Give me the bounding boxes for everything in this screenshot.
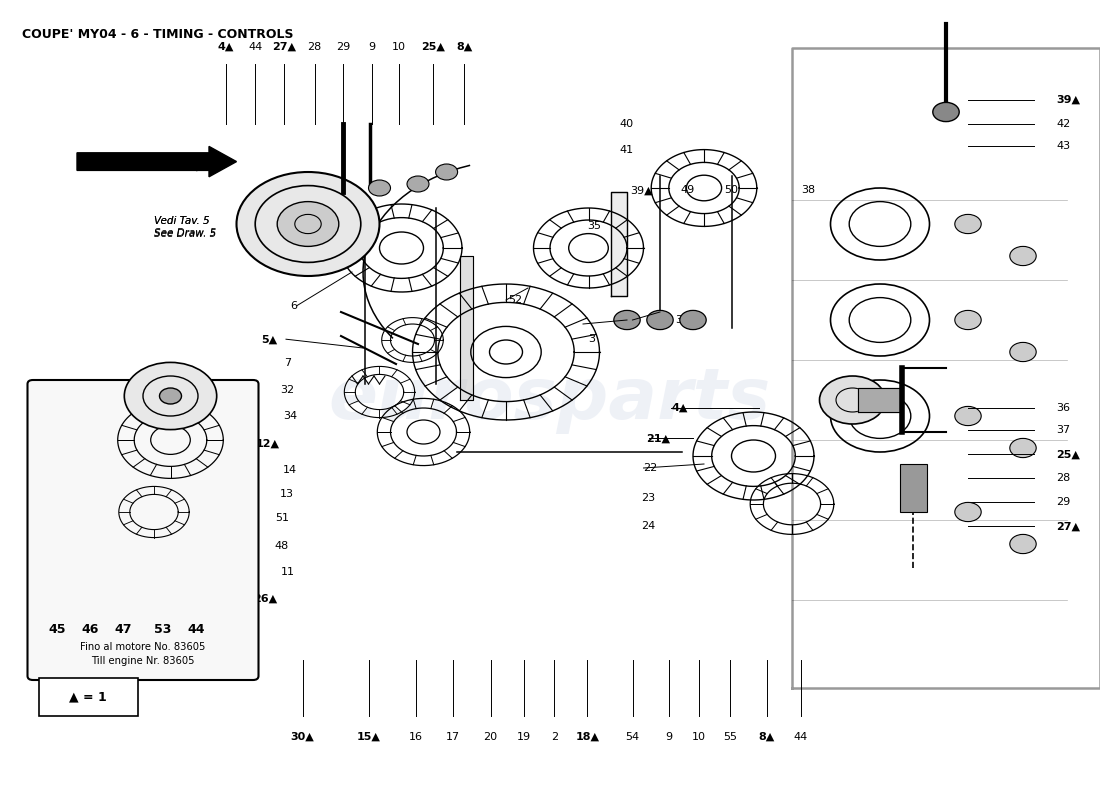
Text: 29: 29 bbox=[1056, 498, 1070, 507]
Text: 12▲: 12▲ bbox=[255, 439, 279, 449]
Text: 51: 51 bbox=[275, 514, 289, 523]
Circle shape bbox=[1010, 342, 1036, 362]
Text: 20: 20 bbox=[484, 732, 497, 742]
Text: 7: 7 bbox=[285, 358, 292, 368]
Text: 19: 19 bbox=[517, 732, 530, 742]
Text: 49: 49 bbox=[681, 186, 694, 195]
Text: 32: 32 bbox=[280, 385, 295, 394]
Text: 25▲: 25▲ bbox=[421, 42, 446, 52]
Text: 16: 16 bbox=[409, 732, 422, 742]
Text: 37: 37 bbox=[1056, 426, 1070, 435]
Text: 3: 3 bbox=[588, 334, 595, 344]
Text: 48: 48 bbox=[274, 541, 288, 550]
Circle shape bbox=[436, 164, 458, 180]
Text: 43: 43 bbox=[1056, 141, 1070, 150]
Circle shape bbox=[368, 180, 390, 196]
Text: 21▲: 21▲ bbox=[646, 434, 670, 443]
Circle shape bbox=[820, 376, 886, 424]
Text: 23: 23 bbox=[641, 493, 656, 502]
Text: 4▲: 4▲ bbox=[218, 42, 233, 52]
Text: 54: 54 bbox=[626, 732, 639, 742]
Text: 55: 55 bbox=[724, 732, 737, 742]
Text: 30▲: 30▲ bbox=[290, 732, 315, 742]
FancyBboxPatch shape bbox=[900, 464, 927, 512]
Text: 17: 17 bbox=[447, 732, 460, 742]
Text: 4▲: 4▲ bbox=[671, 403, 688, 413]
Text: 8▲: 8▲ bbox=[759, 732, 774, 742]
Text: 40: 40 bbox=[620, 119, 634, 129]
FancyBboxPatch shape bbox=[28, 380, 258, 680]
Circle shape bbox=[277, 202, 339, 246]
Text: 34: 34 bbox=[283, 411, 297, 421]
Text: 35: 35 bbox=[587, 221, 601, 230]
Circle shape bbox=[1010, 246, 1036, 266]
Text: 11: 11 bbox=[280, 567, 295, 577]
Text: 2: 2 bbox=[551, 732, 558, 742]
Text: 15▲: 15▲ bbox=[356, 732, 381, 742]
Text: 25▲: 25▲ bbox=[1056, 450, 1080, 459]
Circle shape bbox=[955, 406, 981, 426]
Text: 26▲: 26▲ bbox=[253, 594, 277, 603]
Text: 28: 28 bbox=[308, 42, 321, 52]
Text: 36: 36 bbox=[1056, 403, 1070, 413]
Text: eurosparts: eurosparts bbox=[329, 366, 771, 434]
Text: 33: 33 bbox=[675, 315, 689, 325]
Text: 27▲: 27▲ bbox=[272, 42, 296, 52]
Text: COUPE' MY04 - 6 - TIMING - CONTROLS: COUPE' MY04 - 6 - TIMING - CONTROLS bbox=[22, 28, 294, 41]
Text: 46: 46 bbox=[81, 623, 99, 636]
Text: 5▲: 5▲ bbox=[261, 334, 277, 344]
Text: ▲ = 1: ▲ = 1 bbox=[69, 690, 107, 703]
Text: 9: 9 bbox=[666, 732, 672, 742]
Text: 38: 38 bbox=[802, 186, 815, 195]
Circle shape bbox=[933, 102, 959, 122]
Text: 39▲: 39▲ bbox=[630, 186, 652, 195]
Text: 28: 28 bbox=[1056, 474, 1070, 483]
FancyBboxPatch shape bbox=[39, 678, 138, 716]
Text: 29: 29 bbox=[337, 42, 350, 52]
Text: 10: 10 bbox=[393, 42, 406, 52]
Text: 41: 41 bbox=[620, 146, 634, 155]
Circle shape bbox=[124, 362, 217, 430]
Circle shape bbox=[1010, 534, 1036, 554]
Polygon shape bbox=[460, 256, 473, 400]
Text: 8▲: 8▲ bbox=[456, 42, 472, 52]
Text: 39▲: 39▲ bbox=[1056, 95, 1080, 105]
Text: 14: 14 bbox=[283, 465, 297, 474]
Text: 24: 24 bbox=[641, 522, 656, 531]
Circle shape bbox=[955, 214, 981, 234]
Circle shape bbox=[160, 388, 182, 404]
Circle shape bbox=[1010, 438, 1036, 458]
Circle shape bbox=[955, 310, 981, 330]
Circle shape bbox=[680, 310, 706, 330]
Text: 44: 44 bbox=[187, 623, 205, 636]
Text: 10: 10 bbox=[692, 732, 705, 742]
Circle shape bbox=[647, 310, 673, 330]
Circle shape bbox=[614, 310, 640, 330]
Text: 42: 42 bbox=[1056, 119, 1070, 129]
Text: 44: 44 bbox=[249, 42, 262, 52]
Text: 9: 9 bbox=[368, 42, 375, 52]
Circle shape bbox=[407, 176, 429, 192]
Text: Vedi Tav. 5
See Draw. 5: Vedi Tav. 5 See Draw. 5 bbox=[154, 216, 217, 239]
Circle shape bbox=[955, 502, 981, 522]
Text: 52: 52 bbox=[508, 295, 521, 305]
Text: Fino al motore No. 83605
Till engine Nr. 83605: Fino al motore No. 83605 Till engine Nr.… bbox=[80, 642, 206, 666]
Text: Vedi Tav. 5
See Draw. 5: Vedi Tav. 5 See Draw. 5 bbox=[154, 216, 217, 238]
Text: 22: 22 bbox=[644, 463, 658, 473]
Text: 47: 47 bbox=[114, 623, 132, 636]
Text: 6: 6 bbox=[290, 301, 297, 310]
Text: 13: 13 bbox=[279, 490, 294, 499]
Polygon shape bbox=[610, 192, 627, 296]
Text: 53: 53 bbox=[154, 623, 172, 636]
Polygon shape bbox=[858, 388, 902, 412]
Text: 18▲: 18▲ bbox=[575, 732, 600, 742]
Text: 27▲: 27▲ bbox=[1056, 522, 1080, 531]
Text: 45: 45 bbox=[48, 623, 66, 636]
Circle shape bbox=[236, 172, 380, 276]
FancyArrow shape bbox=[77, 146, 236, 177]
Text: 50: 50 bbox=[725, 186, 738, 195]
Text: 44: 44 bbox=[794, 732, 807, 742]
